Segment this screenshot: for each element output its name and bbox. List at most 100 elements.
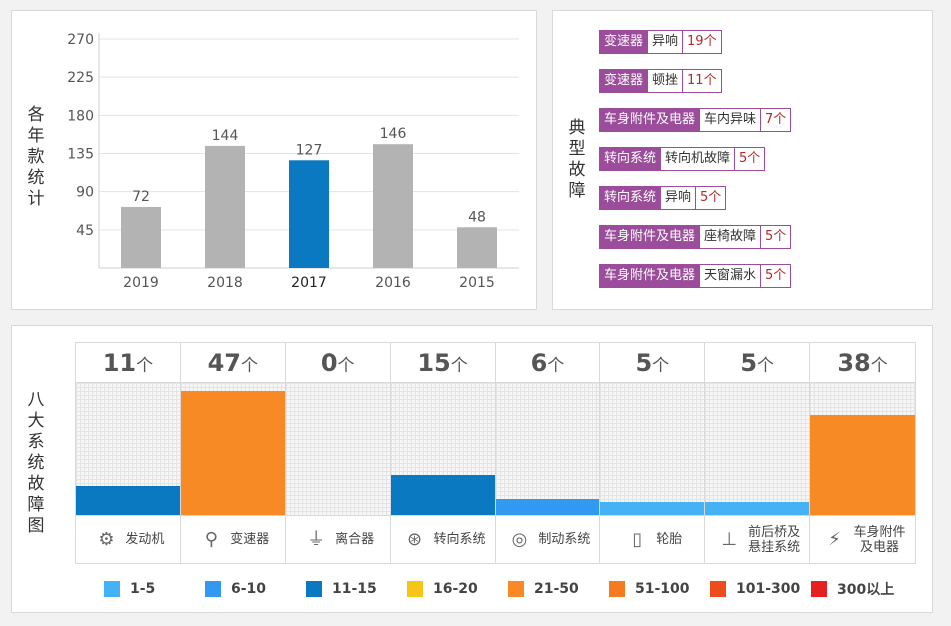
system-bar (76, 486, 180, 515)
faults-panel-label: 典型故障 (568, 118, 586, 201)
engine-icon: ⚙ (98, 529, 115, 550)
system-label: ▯ 轮胎 (600, 515, 705, 563)
system-count-value: 15 (417, 349, 451, 377)
system-name: 制动系统 (538, 532, 591, 547)
x-tick-label: 2016 (375, 275, 411, 291)
legend-item: 11-15 (306, 579, 407, 599)
bar-2019 (121, 206, 161, 268)
fault-category: 变速器 (599, 69, 649, 93)
legend-swatch (811, 581, 827, 597)
legend-swatch (508, 581, 524, 597)
system-column: 11个 ⚙ 发动机 (76, 343, 181, 563)
system-bar-area (285, 383, 390, 515)
steering-wheel-icon: ⊛ (407, 529, 423, 550)
fault-item: 变速器 异响 19个 (599, 30, 722, 54)
system-count-value: 0 (320, 349, 338, 377)
system-count: 11个 (76, 343, 180, 383)
system-label: ⏚ 离合器 (285, 515, 390, 563)
legend-swatch (306, 581, 322, 597)
system-count-unit: 个 (870, 356, 888, 376)
fault-name: 顿挫 (648, 69, 684, 93)
tire-icon: ▯ (632, 529, 643, 550)
system-name: 变速器 (230, 532, 270, 547)
fault-count: 5个 (735, 147, 766, 171)
system-count-value: 5 (635, 349, 653, 377)
fault-item: 转向系统 异响 5个 (599, 186, 727, 210)
system-bar-area (390, 383, 495, 515)
fault-item: 车身附件及电器 座椅故障 5个 (599, 225, 792, 249)
system-name: 前后桥及 悬挂系统 (748, 524, 801, 555)
system-count: 0个 (285, 343, 390, 383)
fault-name: 座椅故障 (700, 225, 762, 249)
system-count-unit: 个 (337, 356, 355, 376)
fault-name: 天窗漏水 (700, 264, 762, 288)
system-column: 6个 ◎ 制动系统 (495, 343, 601, 563)
legend-item: 6-10 (205, 579, 306, 599)
bar-value-label: 146 (380, 126, 407, 142)
system-count: 38个 (810, 343, 915, 383)
clutch-pedal-icon: ⏚ (307, 529, 326, 550)
y-tick-label: 270 (67, 32, 94, 48)
system-bar-area (76, 383, 180, 515)
yearly-stats-panel: 各年款统计 45 90 135 180 225 270 72 2019 144 2018 127 20… (11, 10, 537, 310)
system-count-value: 11 (102, 349, 137, 377)
system-bar-area (705, 383, 810, 515)
system-bar-area (810, 383, 915, 515)
fault-count: 19个 (683, 30, 722, 54)
x-tick-label: 2015 (459, 275, 495, 291)
system-column: 5个 ⊥ 前后桥及 悬挂系统 (705, 343, 811, 563)
bar-2015 (457, 227, 497, 268)
x-tick-label: 2019 (123, 275, 159, 291)
fault-category: 车身附件及电器 (599, 225, 701, 249)
legend-item: 16-20 (407, 579, 508, 599)
battery-icon: ⚡ (828, 529, 841, 550)
system-column: 5个 ▯ 轮胎 (600, 343, 706, 563)
fault-name: 异响 (661, 186, 697, 210)
system-count-unit: 个 (136, 356, 154, 376)
system-count-unit: 个 (547, 356, 565, 376)
x-tick-label: 2017 (291, 275, 327, 291)
system-count-unit: 个 (757, 356, 775, 376)
system-name: 轮胎 (656, 532, 683, 547)
fault-count: 11个 (683, 69, 722, 93)
fault-category: 变速器 (599, 30, 649, 54)
fault-category: 转向系统 (599, 186, 662, 210)
system-bar (600, 502, 705, 515)
legend-item: 101-300 (710, 579, 811, 599)
system-bar (180, 391, 285, 515)
system-count: 5个 (600, 343, 705, 383)
system-name: 离合器 (335, 532, 375, 547)
system-name: 转向系统 (433, 532, 486, 547)
legend-item: 21-50 (508, 579, 609, 599)
system-bar-area (495, 383, 600, 515)
systems-panel-label: 八大系统故障图 (27, 390, 45, 536)
fault-category: 车身附件及电器 (599, 108, 701, 132)
system-name: 发动机 (125, 532, 165, 547)
system-bar (390, 475, 495, 515)
legend-item: 1-5 (104, 579, 205, 599)
system-label: ⚡ 车身附件 及电器 (810, 515, 915, 563)
bar-2017 (289, 160, 329, 268)
system-label: ⚙ 发动机 (76, 515, 180, 563)
fault-name: 异响 (648, 30, 684, 54)
legend-label: 11-15 (332, 581, 377, 597)
fault-count: 5个 (696, 186, 727, 210)
legend-label: 1-5 (130, 581, 156, 597)
system-bar (705, 502, 810, 515)
system-bar (495, 499, 600, 515)
system-column: 15个 ⊛ 转向系统 (390, 343, 496, 563)
system-count-value: 5 (740, 349, 758, 377)
system-label: ◎ 制动系统 (495, 515, 600, 563)
fault-category: 车身附件及电器 (599, 264, 701, 288)
bar-value-label: 144 (212, 128, 239, 144)
system-label: ⚲ 变速器 (180, 515, 285, 563)
system-count: 15个 (390, 343, 495, 383)
fault-item: 转向系统 转向机故障 5个 (599, 147, 766, 171)
legend-label: 300以上 (837, 582, 895, 598)
system-label: ⊥ 前后桥及 悬挂系统 (705, 515, 810, 563)
system-label: ⊛ 转向系统 (390, 515, 495, 563)
system-count: 47个 (180, 343, 285, 383)
legend-swatch (407, 581, 423, 597)
system-count-value: 38 (837, 349, 871, 377)
y-tick-label: 180 (67, 108, 94, 124)
